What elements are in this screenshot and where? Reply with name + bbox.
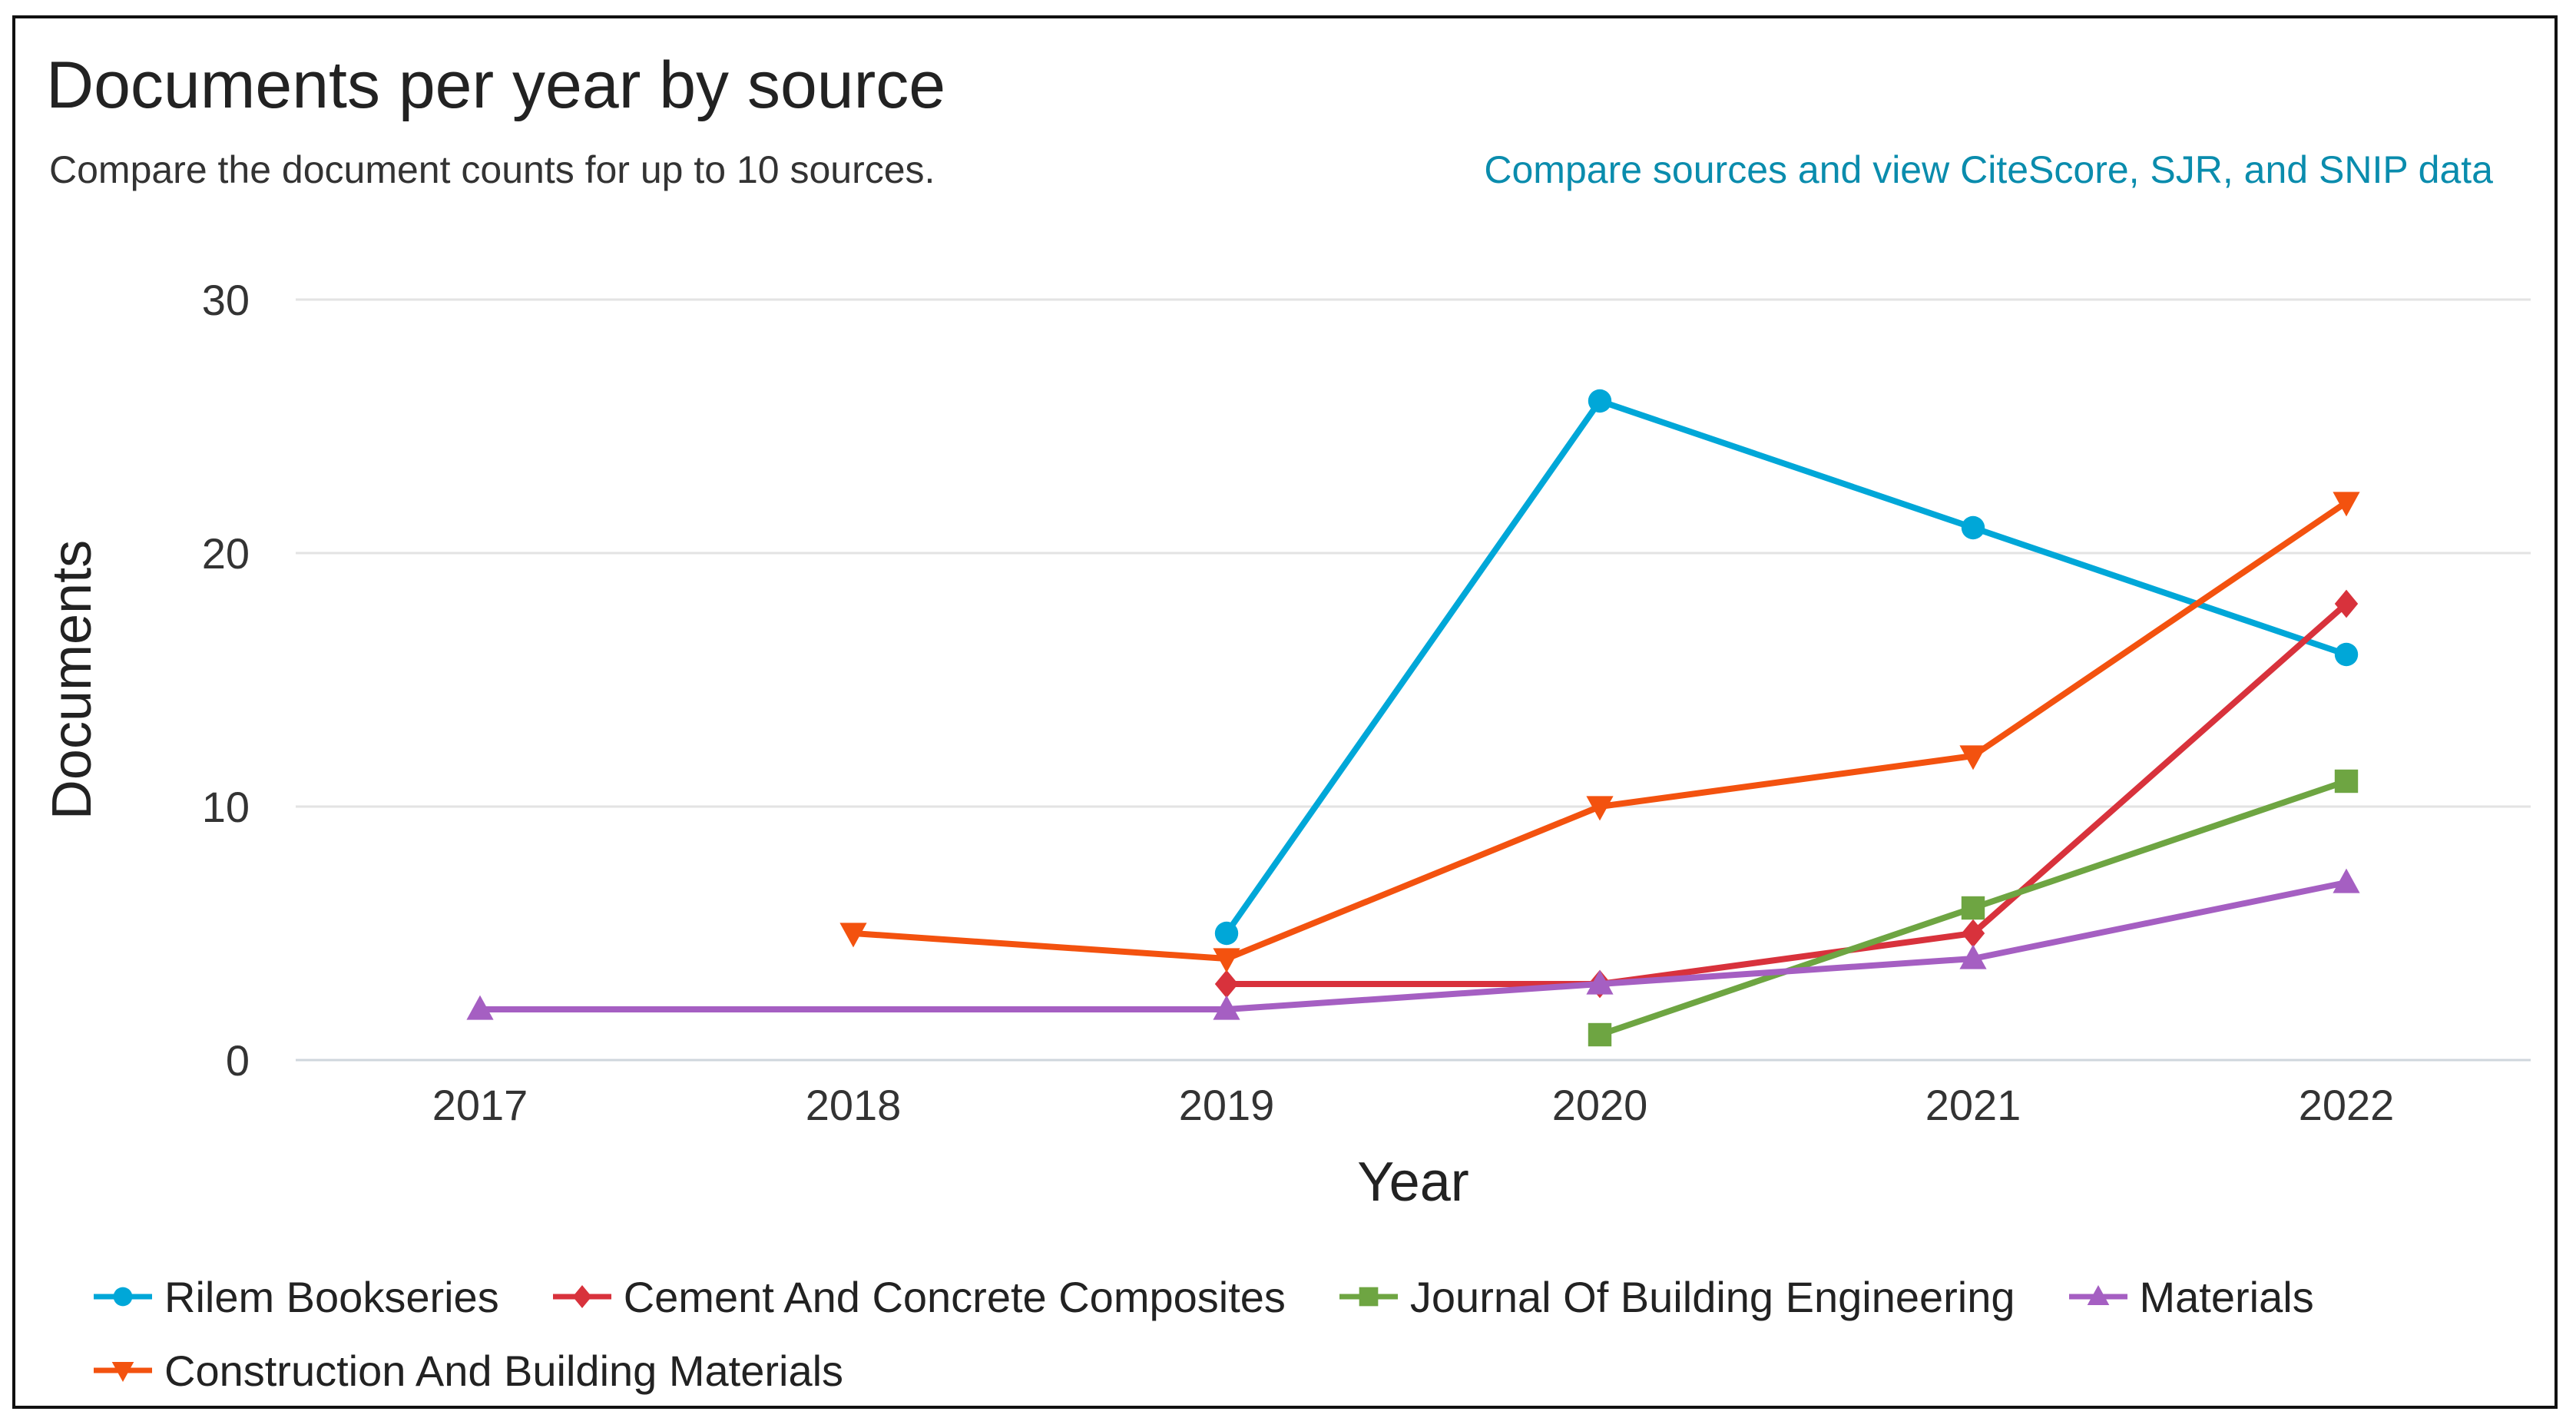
data-point[interactable] <box>1213 948 1240 973</box>
x-axis-title: Year <box>1357 1151 1468 1213</box>
legend-item[interactable]: Journal Of Building Engineering <box>1338 1272 2015 1322</box>
x-axis-ticks: 2017 2018 2019 2020 2021 2022 <box>432 1081 2395 1129</box>
legend-item[interactable]: Cement And Concrete Composites <box>551 1272 1286 1322</box>
y-axis-ticks: 0 10 20 30 <box>202 276 250 1085</box>
legend-label: Materials <box>2139 1272 2314 1321</box>
data-point[interactable] <box>2334 642 2359 667</box>
data-point[interactable] <box>2334 769 2359 794</box>
chart-subtitle: Compare the document counts for up to 10… <box>49 148 935 191</box>
data-point[interactable] <box>1214 921 1239 946</box>
series-materials <box>466 868 2360 1020</box>
data-point[interactable] <box>466 995 494 1020</box>
gridlines <box>296 298 2531 1062</box>
legend-item[interactable]: Rilem Bookseries <box>92 1272 499 1322</box>
x-tick-label: 2022 <box>2299 1081 2395 1129</box>
y-tick-label: 10 <box>202 783 250 831</box>
series-line <box>1223 398 2348 936</box>
x-tick-label: 2021 <box>1925 1081 2021 1129</box>
legend-item[interactable]: Materials <box>2068 1272 2314 1322</box>
data-point[interactable] <box>1959 944 1987 969</box>
data-point[interactable] <box>2333 492 2360 517</box>
y-tick-label: 20 <box>202 529 250 578</box>
data-point[interactable] <box>1961 515 1985 540</box>
series-line <box>1227 601 2349 987</box>
legend-triangle-down-icon <box>94 1361 152 1382</box>
x-tick-label: 2018 <box>806 1081 902 1129</box>
data-point[interactable] <box>1959 745 1987 770</box>
data-point[interactable] <box>2333 868 2360 893</box>
series-cement-and-concrete-composites <box>1214 589 2359 999</box>
legend-label: Journal Of Building Engineering <box>1409 1272 2015 1321</box>
data-point[interactable] <box>1588 389 1612 413</box>
y-tick-label: 30 <box>202 276 250 324</box>
data-point[interactable] <box>1586 796 1614 821</box>
series-journal-of-building-engineering <box>1588 769 2359 1047</box>
legend-circle-icon <box>94 1287 152 1307</box>
chart-title: Documents per year by source <box>46 48 946 122</box>
legend: Rilem Bookseries Cement And Concrete Comp… <box>92 1260 2473 1407</box>
series-line <box>480 880 2347 1012</box>
legend-square-icon <box>1339 1287 1398 1307</box>
data-point[interactable] <box>1586 969 1614 995</box>
data-point[interactable] <box>1214 969 1239 999</box>
legend-item[interactable]: Construction And Building Materials <box>92 1346 843 1396</box>
series-line <box>853 499 2349 962</box>
legend-label: Construction And Building Materials <box>164 1346 844 1395</box>
x-tick-label: 2017 <box>432 1081 528 1129</box>
legend-triangle-up-icon <box>2068 1285 2127 1306</box>
legend-label: Cement And Concrete Composites <box>623 1272 1286 1321</box>
line-chart: 0 10 20 30 2017 2018 2019 2020 2021 2022 Documen… <box>41 276 2531 1213</box>
x-tick-label: 2020 <box>1552 1081 1648 1129</box>
legend-label: Rilem Bookseries <box>164 1272 499 1321</box>
data-point[interactable] <box>1961 919 1985 948</box>
series-rilem-bookseries <box>1214 389 2359 946</box>
data-point[interactable] <box>1213 995 1240 1020</box>
chart-frame: Documents per year by source Compare the… <box>12 15 2558 1409</box>
legend-diamond-icon <box>552 1285 611 1308</box>
legend-row: Construction And Building Materials <box>92 1334 2473 1407</box>
series-construction-and-building-materials <box>839 492 2360 973</box>
data-point[interactable] <box>2334 589 2359 618</box>
y-axis-title: Documents <box>41 540 103 820</box>
y-tick-label: 0 <box>226 1036 250 1085</box>
series-layer <box>466 389 2360 1047</box>
compare-sources-link[interactable]: Compare sources and view CiteScore, SJR,… <box>1484 148 2493 191</box>
legend-row: Rilem Bookseries Cement And Concrete Comp… <box>92 1260 2473 1334</box>
data-point[interactable] <box>1961 896 1985 920</box>
data-point[interactable] <box>839 923 867 948</box>
x-tick-label: 2019 <box>1179 1081 1275 1129</box>
data-point[interactable] <box>1588 1022 1612 1047</box>
